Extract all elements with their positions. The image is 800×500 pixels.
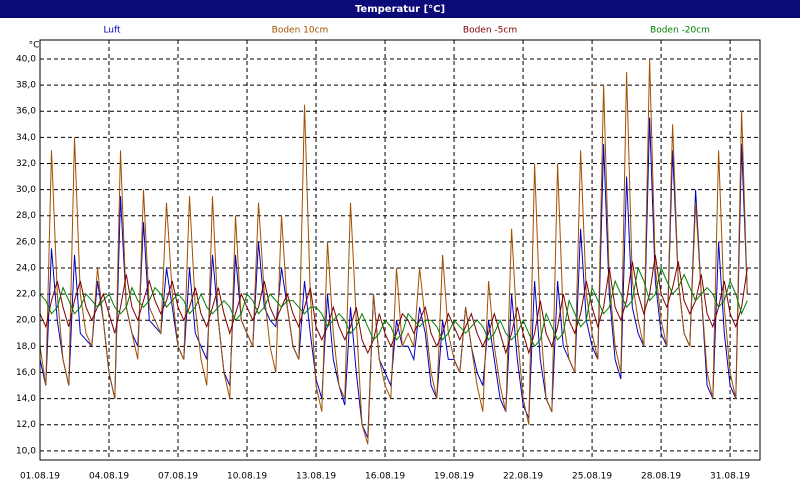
x-tick-label: 28.08.19: [641, 472, 681, 482]
y-tick-label: 12,0: [16, 420, 36, 430]
y-tick-label: 24,0: [16, 263, 36, 273]
x-tick-label: 16.08.19: [365, 472, 405, 482]
plot-frame: [39, 39, 761, 461]
y-tick-label: 18,0: [16, 342, 36, 352]
y-tick-label: 22,0: [16, 290, 36, 300]
y-tick-label: 28,0: [16, 211, 36, 221]
y-tick-label: 36,0: [16, 107, 36, 117]
x-tick-label: 01.08.19: [20, 472, 60, 482]
y-tick-label: 10,0: [16, 446, 36, 456]
legend-entry: Boden -20cm: [650, 26, 710, 36]
chart-title: Temperatur [°C]: [355, 4, 445, 15]
series-line: [39, 266, 748, 348]
series-line: [39, 254, 748, 355]
y-tick-label: 20,0: [16, 316, 36, 326]
x-tick-label: 22.08.19: [503, 472, 543, 482]
x-tick-label: 25.08.19: [572, 472, 612, 482]
x-tick-label: 31.08.19: [710, 472, 750, 482]
x-tick-label: 19.08.19: [434, 472, 474, 482]
y-tick-label: 32,0: [16, 159, 36, 169]
x-tick-label: 10.08.19: [227, 472, 267, 482]
grid: [39, 40, 760, 460]
y-tick-label: 26,0: [16, 237, 36, 247]
legend-entry: Boden -5cm: [463, 26, 517, 36]
x-tick-label: 07.08.19: [158, 472, 198, 482]
x-tick-label: 13.08.19: [296, 472, 336, 482]
series-line: [39, 117, 748, 439]
lines: [39, 58, 748, 445]
y-tick-label: 16,0: [16, 368, 36, 378]
y-tick-label: 40,0: [16, 54, 36, 64]
legend-entry: Boden 10cm: [272, 26, 329, 36]
y-tick-label: 38,0: [16, 81, 36, 91]
y-unit: °C: [29, 41, 40, 51]
y-tick-label: 14,0: [16, 394, 36, 404]
x-tick-label: 04.08.19: [89, 472, 129, 482]
legend-entry: Luft: [103, 26, 121, 36]
y-tick-label: 30,0: [16, 185, 36, 195]
y-tick-label: 34,0: [16, 133, 36, 143]
title-bar: [0, 0, 800, 18]
